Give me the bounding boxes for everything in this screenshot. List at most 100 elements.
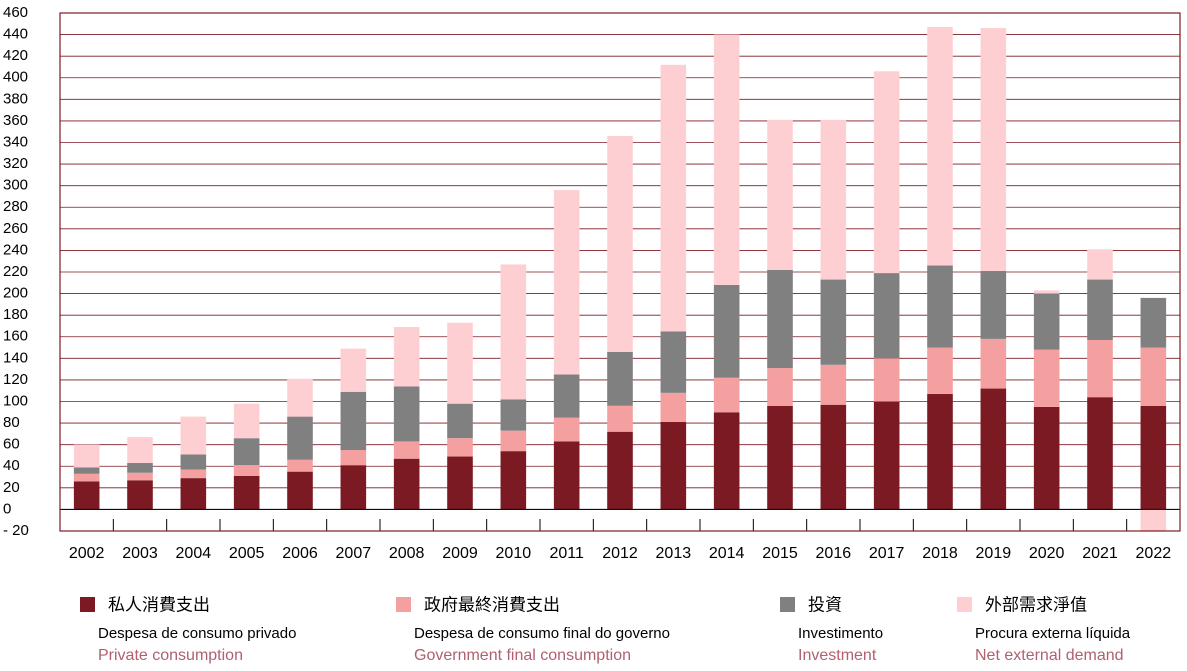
bar-segment (287, 471, 313, 510)
x-tick-label: 2018 (922, 545, 958, 562)
bar-segment (607, 136, 633, 352)
y-tick-label: 80 (3, 414, 20, 431)
x-tick-label: 2019 (976, 545, 1012, 562)
y-tick-label: 460 (3, 4, 28, 21)
x-tick-label: 2022 (1136, 545, 1172, 562)
bar-segment (980, 28, 1007, 271)
bar-segment (500, 399, 527, 431)
bar-segment (1140, 509, 1167, 531)
bar-segment (767, 368, 793, 406)
plot-border (59, 12, 1181, 532)
bar-segment (1033, 290, 1060, 294)
bar-segment (820, 119, 847, 280)
bar-segment (1033, 349, 1060, 407)
bar-segment (927, 265, 953, 348)
x-tick-label: 2017 (869, 545, 905, 562)
x-tick-label: 2020 (1029, 545, 1065, 562)
y-tick-label: 100 (3, 392, 28, 409)
legend-label-pt: Procura externa líquida (975, 625, 1131, 642)
bar-segment (660, 422, 687, 510)
bar-segment (660, 331, 687, 393)
bar-segment (713, 412, 740, 510)
bar-segment (1087, 397, 1113, 510)
bar-segment (180, 416, 207, 455)
bar-segment (287, 378, 313, 417)
bar-segment (393, 458, 420, 510)
bar-segment (1140, 297, 1167, 348)
y-tick-label: 200 (3, 285, 28, 302)
y-tick-label: 60 (3, 436, 20, 453)
bar-segment (980, 270, 1007, 339)
y-tick-label: 400 (3, 69, 28, 86)
bar-segment (180, 454, 207, 470)
bar-segment (553, 374, 580, 418)
legend-swatch (957, 597, 972, 612)
y-tick-label: 160 (3, 328, 28, 345)
bar-segment (127, 437, 153, 464)
y-tick-label: 40 (3, 457, 20, 474)
bar-segment (287, 459, 313, 472)
bar-segment (713, 34, 740, 285)
x-tick-label: 2005 (229, 545, 265, 562)
bar-segment (447, 456, 473, 510)
y-tick-label: 440 (3, 26, 28, 43)
y-tick-label: 260 (3, 220, 28, 237)
x-tick-label: 2014 (709, 545, 745, 562)
bar-segment (393, 327, 420, 387)
y-tick-label: 300 (3, 177, 28, 194)
bar-segment (1087, 249, 1113, 280)
bar-segment (73, 481, 100, 510)
bar-segment (393, 441, 420, 459)
bar-segment (713, 377, 740, 413)
bar-segment (553, 441, 580, 510)
x-tick-label: 2002 (69, 545, 105, 562)
bar-segment (233, 403, 260, 439)
y-tick-label: 340 (3, 133, 28, 150)
y-tick-label: 0 (3, 500, 11, 517)
x-tick-label: 2013 (656, 545, 692, 562)
bar-segment (1140, 405, 1167, 510)
bar-segment (127, 463, 153, 473)
x-tick-label: 2009 (442, 545, 478, 562)
bar-segment (500, 264, 527, 400)
bar-segment (927, 393, 953, 510)
legend-label-en: Net external demand (975, 647, 1124, 664)
bar-segment (340, 450, 367, 466)
bar-segment (393, 386, 420, 442)
y-tick-label: 360 (3, 112, 28, 129)
bar-segment (767, 405, 793, 510)
bar-segment (713, 284, 740, 378)
bar-segment (500, 430, 527, 452)
y-tick-label: 180 (3, 306, 28, 323)
bar-segment (553, 417, 580, 442)
legend-label: 私人消費支出 (108, 595, 210, 614)
bar-segment (233, 465, 260, 476)
bar-segment (873, 401, 900, 510)
bar-segment (447, 438, 473, 457)
bar-segment (340, 465, 367, 510)
x-tick-label: 2015 (762, 545, 798, 562)
bar-segment (820, 279, 847, 365)
y-tick-label: 240 (3, 241, 28, 258)
x-tick-label: 2004 (176, 545, 212, 562)
legend-swatch (80, 597, 95, 612)
x-tick-label: 2021 (1082, 545, 1118, 562)
x-tick-label: 2008 (389, 545, 425, 562)
legend-label-en: Government final consumption (414, 647, 631, 664)
y-tick-label: 20 (3, 479, 20, 496)
bar-segment (607, 431, 633, 510)
bar-segment (447, 403, 473, 439)
bar-segment (607, 351, 633, 406)
y-tick-label: 380 (3, 90, 28, 107)
x-tick-label: 2007 (336, 545, 372, 562)
legend-label-pt: Despesa de consumo final do governo (414, 625, 670, 642)
bar-segment (287, 416, 313, 460)
x-tick-label: 2003 (122, 545, 158, 562)
bar-segment (127, 480, 153, 510)
legend-label-pt: Despesa de consumo privado (98, 625, 296, 642)
y-tick-label: - 20 (3, 522, 29, 539)
legend-label-en: Investment (798, 647, 877, 664)
bar-segment (500, 451, 527, 510)
bar-segment (233, 438, 260, 466)
y-tick-label: 120 (3, 371, 28, 388)
